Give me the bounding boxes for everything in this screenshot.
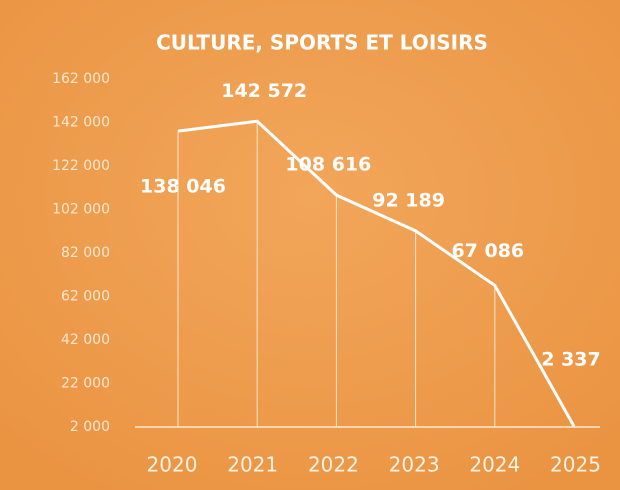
x-tick-label: 2024	[469, 453, 520, 477]
y-tick-label: 62 000	[61, 289, 110, 305]
chart-title: CULTURE, SPORTS ET LOISIRS	[156, 31, 488, 55]
y-tick-label: 82 000	[61, 245, 110, 261]
data-label: 2 337	[541, 349, 601, 371]
y-tick-label: 162 000	[52, 71, 110, 87]
x-tick-label: 2023	[389, 453, 440, 477]
x-tick-label: 2020	[147, 453, 198, 477]
y-tick-label: 142 000	[52, 115, 110, 131]
y-tick-label: 42 000	[61, 332, 110, 348]
data-label: 67 086	[451, 240, 524, 262]
y-tick-label: 22 000	[61, 376, 110, 392]
data-line	[177, 119, 576, 428]
y-tick-label: 2 000	[70, 419, 110, 435]
x-tick-label: 2022	[308, 453, 359, 477]
data-label: 142 572	[221, 80, 307, 102]
data-label: 108 616	[285, 154, 371, 176]
x-tick-label: 2021	[227, 453, 278, 477]
y-tick-label: 122 000	[52, 158, 110, 174]
x-tick-label: 2025	[550, 453, 601, 477]
y-tick-label: 102 000	[52, 202, 110, 218]
data-label: 92 189	[372, 189, 445, 211]
data-label: 138 046	[140, 176, 226, 198]
